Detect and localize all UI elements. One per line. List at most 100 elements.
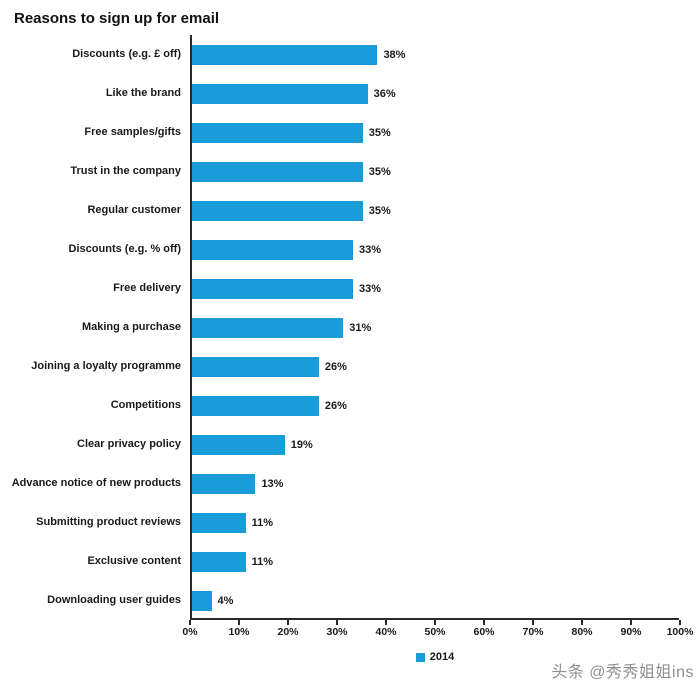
value-label: 13% — [261, 477, 284, 490]
chart-rows: Discounts (e.g. £ off) 38% Like the brand 3… — [0, 35, 700, 620]
chart-row: Like the brand 36% — [0, 74, 700, 113]
bar-chart: Discounts (e.g. £ off) 38% Like the brand 3… — [0, 35, 700, 663]
tick-mark — [483, 620, 485, 625]
value-label: 33% — [359, 282, 382, 295]
bar-track: 11% — [192, 512, 680, 533]
bar-track: 31% — [192, 317, 680, 338]
bar-track: 36% — [192, 83, 680, 104]
tick-label: 40% — [375, 626, 397, 638]
value-label: 26% — [324, 399, 347, 412]
tick-mark — [679, 620, 681, 625]
category-label: Exclusive content — [87, 555, 181, 568]
value-label: 19% — [290, 438, 313, 451]
chart-row: Downloading user guides 4% — [0, 581, 700, 620]
tick-label: 20% — [277, 626, 299, 638]
tick-mark — [434, 620, 436, 625]
chart-row: Joining a loyalty programme 26% — [0, 347, 700, 386]
bar — [192, 317, 344, 338]
bar-track: 19% — [192, 434, 680, 455]
category-label: Clear privacy policy — [77, 438, 181, 451]
category-label: Discounts (e.g. % off) — [68, 243, 181, 256]
x-axis: 0% 10% 20% 30% 40% 50% 60% 70% 80% 90% 100% — [182, 620, 693, 642]
bar-track: 26% — [192, 356, 680, 377]
bar — [192, 512, 246, 533]
tick-mark — [532, 620, 534, 625]
chart-title: Reasons to sign up for email — [14, 10, 220, 27]
value-label: 26% — [324, 360, 347, 373]
value-label: 11% — [251, 555, 274, 568]
category-label: Making a purchase — [81, 321, 181, 334]
tick-mark — [630, 620, 632, 625]
bar-track: 11% — [192, 551, 680, 572]
chart-row: Discounts (e.g. % off) 33% — [0, 230, 700, 269]
chart-row: Competitions 26% — [0, 386, 700, 425]
legend: 2014 — [190, 651, 680, 663]
bar-track: 35% — [192, 200, 680, 221]
tick-mark — [287, 620, 289, 625]
bar-track: 35% — [192, 161, 680, 182]
legend-swatch-icon — [415, 652, 425, 662]
category-label: Free delivery — [113, 282, 181, 295]
chart-row: Advance notice of new products 13% — [0, 464, 700, 503]
chart-row: Clear privacy policy 19% — [0, 425, 700, 464]
bar — [192, 395, 319, 416]
tick-label: 60% — [473, 626, 495, 638]
tick-label: 50% — [424, 626, 446, 638]
bar — [192, 434, 285, 455]
tick-label: 30% — [326, 626, 348, 638]
tick-mark — [189, 620, 191, 625]
bar-track: 4% — [192, 590, 680, 611]
category-label: Joining a loyalty programme — [31, 360, 181, 373]
category-label: Discounts (e.g. £ off) — [72, 48, 181, 61]
chart-row: Discounts (e.g. £ off) 38% — [0, 35, 700, 74]
chart-row: Making a purchase 31% — [0, 308, 700, 347]
bar — [192, 161, 363, 182]
category-label: Regular customer — [87, 204, 181, 217]
bar — [192, 200, 363, 221]
bar-track: 33% — [192, 239, 680, 260]
tick-mark — [385, 620, 387, 625]
chart-row: Regular customer 35% — [0, 191, 700, 230]
tick-label: 10% — [228, 626, 250, 638]
chart-row: Free samples/gifts 35% — [0, 113, 700, 152]
bar — [192, 473, 256, 494]
value-label: 36% — [373, 87, 396, 100]
bar-track: 38% — [192, 44, 680, 65]
bar — [192, 551, 246, 572]
bar — [192, 239, 354, 260]
bar — [192, 356, 319, 377]
watermark: 头条 @秀秀姐姐ins — [551, 664, 694, 681]
chart-row: Trust in the company 35% — [0, 152, 700, 191]
bar-track: 13% — [192, 473, 680, 494]
tick-mark — [238, 620, 240, 625]
value-label: 33% — [359, 243, 382, 256]
category-label: Downloading user guides — [47, 594, 181, 607]
tick-mark — [581, 620, 583, 625]
bar — [192, 122, 363, 143]
bar — [192, 278, 354, 299]
value-label: 11% — [251, 516, 274, 529]
category-label: Like the brand — [105, 87, 181, 100]
value-label: 31% — [349, 321, 372, 334]
chart-row: Submitting product reviews 11% — [0, 503, 700, 542]
bar — [192, 590, 212, 611]
category-label: Free samples/gifts — [84, 126, 181, 139]
chart-row: Exclusive content 11% — [0, 542, 700, 581]
tick-label: 80% — [571, 626, 593, 638]
category-label: Advance notice of new products — [11, 477, 181, 490]
bar — [192, 44, 378, 65]
category-label: Submitting product reviews — [36, 516, 181, 529]
value-label: 4% — [217, 594, 234, 607]
tick-label: 90% — [620, 626, 642, 638]
bar — [192, 83, 368, 104]
chart-row: Free delivery 33% — [0, 269, 700, 308]
tick-label: 0% — [182, 626, 198, 638]
bar-track: 35% — [192, 122, 680, 143]
value-label: 38% — [383, 48, 406, 61]
value-label: 35% — [368, 204, 391, 217]
bar-track: 26% — [192, 395, 680, 416]
value-label: 35% — [368, 126, 391, 139]
bar-track: 33% — [192, 278, 680, 299]
tick-label: 70% — [522, 626, 544, 638]
